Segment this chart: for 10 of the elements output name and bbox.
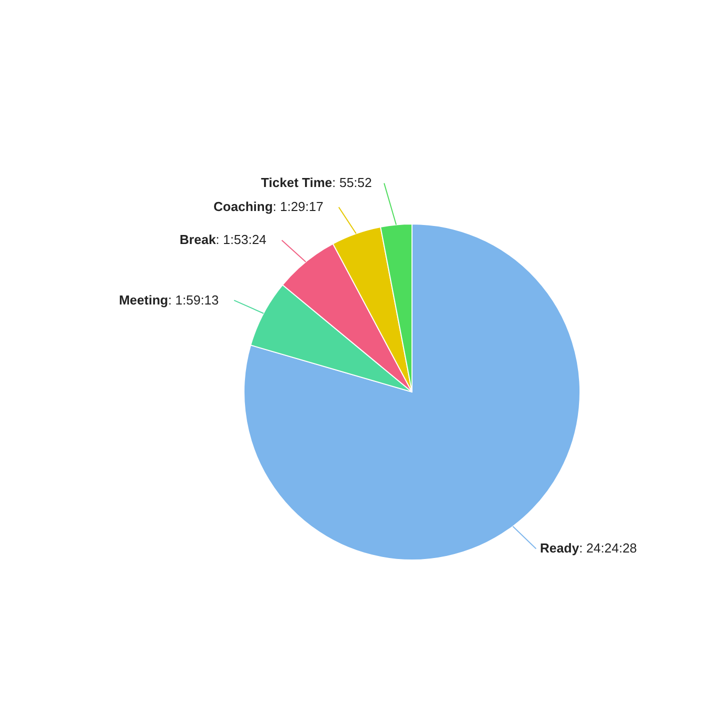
slice-label: Coaching: [214, 199, 273, 214]
data-label: : 1:29:17: [272, 199, 324, 214]
slice-label: Break: [180, 232, 217, 248]
slice-label: Meeting: [118, 292, 168, 308]
slice-label: Ready: [540, 540, 580, 556]
data-label: : 1:53:24: [216, 232, 266, 248]
data-label: : 1:59:13: [168, 292, 219, 308]
data-label: : 24:24:28: [579, 540, 637, 556]
slice-label: Ticket Time: [261, 175, 332, 190]
data-label: : 55:52: [332, 175, 372, 190]
